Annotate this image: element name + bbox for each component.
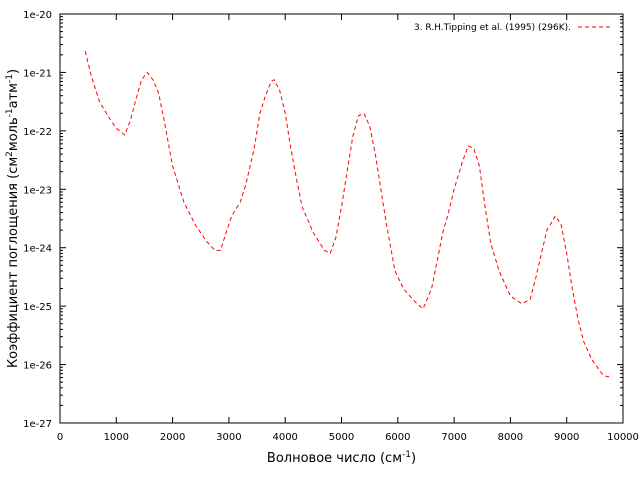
plot-frame — [59, 13, 624, 424]
y-title-text: моль — [6, 117, 21, 151]
x-tick-label: 3000 — [216, 432, 241, 443]
x-tick-label: 4000 — [272, 432, 297, 443]
y-title-text: ) — [6, 69, 21, 74]
x-tick-label: 6000 — [385, 432, 410, 443]
x-tick-label: 0 — [57, 432, 63, 443]
y-tick-label: 1e-20 — [23, 10, 52, 21]
x-tick-label: 9000 — [554, 432, 579, 443]
y-axis-ticks: 1e-27 1e-26 1e-25 1e-24 1e-23 1e-22 1e-21 1e-20 — [23, 10, 623, 430]
y-title-text: Коэффициент поглощения (см — [6, 157, 21, 368]
y-tick-label: 1e-23 — [23, 185, 52, 196]
y-axis-title: Коэффициент поглощения (см2моль-1атм-1) — [5, 69, 21, 368]
x-title-text: Волновое число (см — [267, 451, 402, 466]
y-title-superscript: -1 — [5, 108, 15, 117]
x-title-text: ) — [411, 451, 416, 466]
y-tick-label: 1e-27 — [23, 419, 52, 430]
x-tick-label: 2000 — [160, 432, 185, 443]
y-title-text: атм — [6, 83, 21, 108]
x-tick-label: 5000 — [329, 432, 354, 443]
y-title-superscript: 2 — [5, 151, 15, 157]
y-tick-label: 1e-26 — [23, 361, 52, 372]
x-tick-label: 10000 — [607, 432, 639, 443]
series-line — [84, 51, 612, 378]
y-tick-label: 1e-24 — [23, 244, 52, 255]
x-tick-label: 1000 — [104, 432, 129, 443]
y-tick-label: 1e-22 — [23, 127, 52, 138]
y-tick-label: 1e-21 — [23, 68, 52, 79]
x-title-superscript: -1 — [402, 450, 411, 460]
legend: 3. R.H.Tipping et al. (1995) (296K). — [414, 23, 611, 33]
x-axis-title: Волновое число (см-1) — [267, 450, 416, 466]
y-title-superscript: -1 — [5, 74, 15, 83]
legend-label: 3. R.H.Tipping et al. (1995) (296K). — [414, 23, 571, 33]
x-tick-label: 8000 — [498, 432, 523, 443]
y-tick-label: 1e-25 — [23, 302, 52, 313]
x-tick-label: 7000 — [441, 432, 466, 443]
x-axis-ticks: 0 1000 2000 3000 4000 5000 6000 7000 8000 9000 100… — [57, 14, 639, 443]
